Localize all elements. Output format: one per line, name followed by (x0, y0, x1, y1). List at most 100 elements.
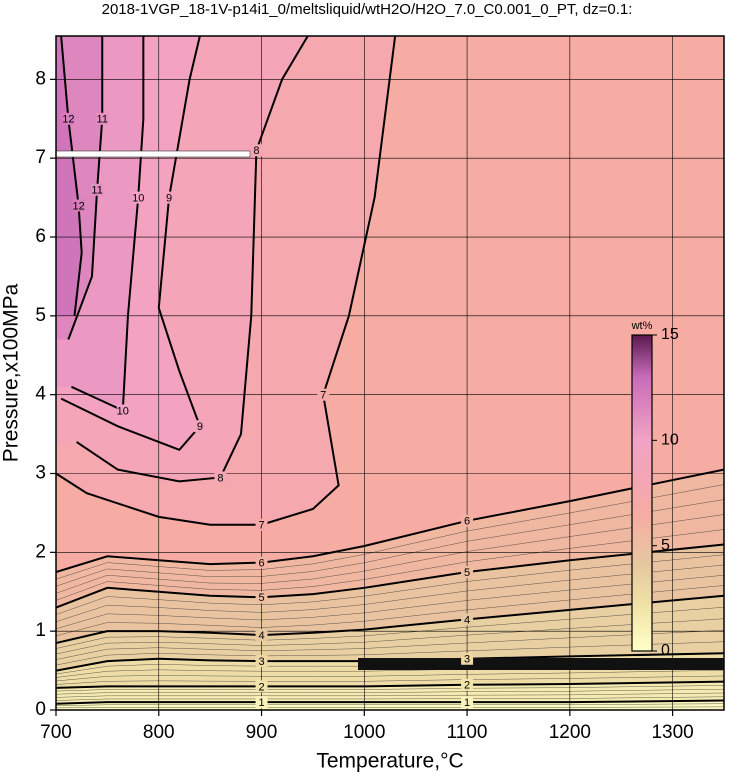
contour-label-bg (461, 696, 474, 709)
contour-label-bg (255, 556, 268, 569)
x-tick-label: 700 (40, 722, 72, 743)
minor-contour (56, 641, 724, 666)
contour-label-bg (461, 678, 474, 691)
contour-label: 10 (117, 405, 129, 417)
minor-contour (56, 703, 724, 707)
colorbar-tick-label: 15 (661, 326, 679, 343)
contour-label-bg (255, 680, 268, 693)
y-tick-label: 0 (35, 699, 46, 720)
chart-title: 2018-1VGP_18-1V-p14i1_0/meltsliquid/wtH2… (102, 1, 633, 18)
colorbar-tick-label: 0 (661, 642, 670, 659)
contour-label-bg (461, 652, 474, 665)
contour-label: 6 (258, 557, 264, 569)
x-axis-label: Temperature,°C (316, 750, 463, 773)
y-tick-label: 7 (35, 147, 46, 168)
contour-label-bg (255, 518, 268, 531)
artifact-band (358, 658, 724, 670)
contour-label: 4 (464, 614, 470, 626)
artifact-band (56, 150, 251, 158)
minor-contour (56, 585, 724, 637)
contour-line (56, 594, 724, 644)
contour-line (60, 36, 202, 452)
contour-label: 2 (464, 680, 470, 692)
contour-label-bg (132, 191, 145, 204)
contour-label-bg (461, 566, 474, 579)
minor-contour (56, 696, 724, 701)
y-tick-label: 5 (35, 305, 46, 326)
contour-label: 4 (258, 630, 264, 642)
contour-label: 10 (132, 193, 144, 205)
colorbar-label: wt% (631, 320, 653, 332)
contour-label: 3 (258, 656, 264, 668)
contour-label: 8 (253, 145, 259, 157)
contour-label-bg (163, 191, 176, 204)
y-tick-label: 6 (35, 226, 46, 247)
contour-line (70, 36, 145, 412)
contour-label-bg (72, 199, 85, 212)
contour-line (56, 652, 724, 672)
y-tick-label: 3 (35, 463, 46, 484)
x-tick-label: 1200 (549, 722, 591, 743)
contour-label-bg (317, 388, 330, 401)
contour-line (56, 699, 724, 705)
contour-line (75, 36, 309, 483)
minor-contour (56, 606, 724, 649)
minor-contour (56, 692, 724, 698)
contour-label: 12 (72, 200, 84, 212)
contour-label: 3 (464, 654, 470, 666)
minor-contour (56, 499, 724, 587)
minor-contour (56, 529, 724, 601)
contour-label-bg (255, 696, 268, 709)
contour-label-bg (250, 144, 263, 157)
contour-label: 9 (166, 193, 172, 205)
minor-contour (56, 688, 724, 695)
minor-contour (56, 675, 724, 685)
minor-contour (56, 554, 724, 615)
contour-label-bg (461, 613, 474, 626)
x-tick-label: 1300 (651, 722, 693, 743)
contour-label: 7 (258, 520, 264, 532)
minor-contour (56, 484, 724, 580)
contour-label: 11 (91, 185, 102, 197)
contour-label: 1 (258, 697, 264, 709)
contour-label: 5 (258, 592, 264, 604)
x-tick-label: 900 (246, 722, 278, 743)
y-tick-label: 2 (35, 541, 46, 562)
colorbar: wt% 0 5 10 15 (631, 320, 679, 659)
y-axis-label: Pressure,x100MPa (0, 283, 23, 462)
contour-label-bg (116, 404, 129, 417)
minor-contour (56, 685, 724, 692)
contour-label: 1 (464, 697, 470, 709)
minor-contour (56, 618, 724, 655)
contour-fill (56, 36, 82, 316)
colorbar-scale (631, 334, 653, 652)
contour-label: 8 (217, 472, 223, 484)
colorbar-tick-label: 10 (661, 432, 679, 449)
contour-label-bg (255, 591, 268, 604)
contour-label-bg (461, 514, 474, 527)
minor-contour (56, 629, 724, 660)
contour-label: 9 (197, 421, 203, 433)
contour-label: 12 (62, 114, 74, 126)
contour-label-bg (255, 629, 268, 642)
y-tick-label: 8 (35, 68, 46, 89)
contour-line (56, 543, 724, 609)
colorbar-tick-label: 5 (661, 537, 670, 554)
contour-label: 2 (258, 681, 264, 693)
contour-line (56, 468, 724, 574)
contour-label-bg (214, 471, 227, 484)
contour-line (56, 680, 724, 689)
plot-frame (55, 35, 725, 711)
minor-contour (56, 670, 724, 682)
contour-label: 11 (97, 114, 108, 126)
minor-contour (56, 514, 724, 594)
minor-contour (56, 564, 724, 622)
contour-label-bg (62, 112, 75, 125)
minor-contour (56, 574, 724, 630)
minor-contours (56, 484, 724, 709)
